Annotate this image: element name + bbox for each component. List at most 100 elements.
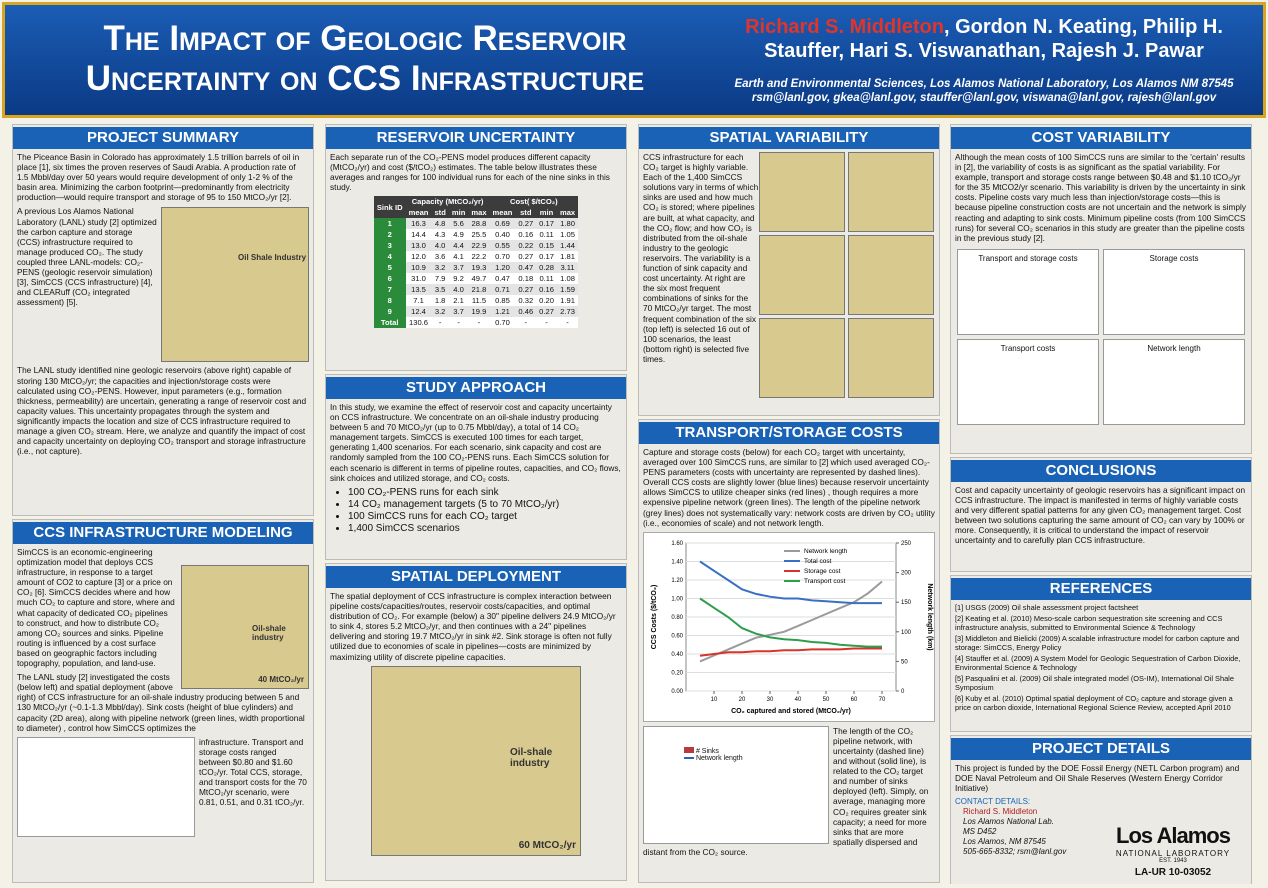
table-row: 5 10.9 3.2 3.7 19.3 1.20 0.47 0.28 3.11	[373, 262, 579, 274]
x-tick-label: 40	[795, 697, 802, 703]
section: PROJECT DETAILS This project is funded b…	[950, 735, 1252, 884]
x-axis-label: CO₂ captured and stored (MtCO₂/yr)	[731, 708, 851, 715]
table-cell: 0.46	[515, 306, 537, 318]
table-cell: Total	[373, 317, 406, 329]
header-cell: Sink ID	[373, 196, 406, 219]
table-cell: 1.44	[556, 240, 579, 252]
paragraph: Capture and storage costs (below) for ea…	[643, 447, 935, 528]
section-heading: PROJECT DETAILS	[951, 738, 1251, 760]
contact-line: MS D452	[963, 827, 997, 837]
bullet-list: 100 CO₂-PENS runs for each sink 14 CO₂ m…	[348, 487, 622, 535]
legend-label: Storage cost	[804, 568, 841, 575]
table-cell: 0.47	[515, 262, 537, 274]
section: CCS INFRASTRUCTURE MODELING Oil-shale in…	[12, 519, 314, 883]
y-tick-label: 0.00	[671, 689, 683, 695]
header-cell: min	[448, 207, 469, 219]
contact-line: Los Alamos, NM 87545	[963, 837, 1046, 847]
chart-thumbnail: # Sinks Network length	[643, 725, 829, 844]
table-cell: -	[556, 317, 579, 329]
table-cell: 1	[373, 218, 406, 230]
paragraph: infrastructure. Transport and storage co…	[199, 736, 307, 808]
table-cell: 0.27	[515, 284, 537, 296]
y-tick-label: 1.40	[671, 559, 683, 565]
map	[848, 318, 934, 398]
title-line: Uncertainty on CCS Infrastructure	[85, 59, 645, 98]
table-cell: 1.80	[556, 218, 579, 230]
authors: Richard S. Middleton, Gordon N. Keating,…	[710, 15, 1258, 63]
logo-name: Los Alamos	[1116, 823, 1231, 848]
table-cell: 8	[373, 295, 406, 307]
contact-name: Richard S. Middleton	[963, 807, 1038, 817]
title-line: The Impact of Geologic Reservoir	[103, 19, 627, 58]
table-cell: 0.15	[536, 240, 557, 252]
table-cell: 1.59	[556, 284, 579, 296]
map	[759, 318, 845, 398]
reference: [3] Middleton and Bielicki (2009) A scal…	[955, 634, 1240, 652]
chart-thumbnail: Network length	[1103, 338, 1245, 425]
table-cell: 4.0	[431, 240, 449, 252]
table-cell: 0.22	[515, 240, 537, 252]
y2-tick-label: 50	[901, 659, 908, 665]
table-cell: 5.6	[448, 218, 469, 230]
table-row: 7 13.5 3.5 4.0 21.8 0.71 0.27 0.16 1.59	[373, 284, 579, 296]
table-cell: 0.27	[515, 218, 537, 230]
section: PROJECT SUMMARY The Piceance Basin in Co…	[12, 124, 314, 516]
paragraph: In this study, we examine the effect of …	[330, 402, 621, 483]
cost-chart: 0.00 0.20 0.40 0.60 0.80 1.00 1.20 1.40 1.60 0 50 1…	[643, 531, 935, 722]
table-cell: 49.7	[468, 273, 490, 285]
table-cell: 6	[373, 273, 406, 285]
map	[759, 152, 845, 232]
header-cell: mean	[405, 207, 432, 219]
series-line	[699, 560, 882, 604]
panel-title: Transport and storage costs	[978, 253, 1078, 263]
table-row: 6 31.0 7.9 9.2 49.7 0.47 0.18 0.11 1.08	[373, 273, 579, 285]
affiliation-block: Earth and Environmental Sciences, Los Al…	[710, 77, 1258, 105]
section-heading: COST VARIABILITY	[951, 127, 1251, 149]
y-tick-label: 1.60	[671, 541, 683, 547]
map-label: 40 MtCO₂/yr	[258, 675, 304, 684]
table-cell: 1.81	[556, 251, 579, 263]
map	[848, 235, 934, 315]
y2-tick-label: 150	[901, 600, 912, 606]
table-cell: 0.20	[536, 295, 557, 307]
x-tick-label: 50	[823, 697, 830, 703]
logo: Los Alamos NATIONAL LABORATORY EST. 1943…	[1103, 823, 1243, 878]
bullet: 100 SimCCS runs for each CO₂ target	[348, 511, 622, 523]
paragraph: Although the mean costs of 100 SimCCS ru…	[955, 152, 1247, 243]
table-cell: 7.9	[431, 273, 449, 285]
map	[848, 152, 934, 232]
table-cell: 10.9	[405, 262, 432, 274]
legend-label: # Sinks	[695, 747, 719, 755]
section-heading: STUDY APPROACH	[326, 377, 626, 399]
map-grid	[759, 152, 935, 398]
x-tick-label: 70	[879, 697, 886, 703]
table-cell: 1.21	[489, 306, 516, 318]
table-cell: 4.1	[448, 251, 469, 263]
table-cell: 16.3	[405, 218, 432, 230]
table-row: 4 12.0 3.6 4.1 22.2 0.70 0.27 0.17 1.81	[373, 251, 579, 263]
paragraph: Cost and capacity uncertainty of geologi…	[955, 485, 1246, 546]
header-cell: Capacity (MtCO₂/yr)	[405, 196, 490, 208]
column: RESERVOIR UNCERTAINTY Each separate run …	[325, 124, 627, 884]
legend-label: Network length	[695, 754, 743, 762]
table-cell: 0.27	[536, 306, 557, 318]
header-cell: max	[468, 207, 490, 219]
table-cell: 2	[373, 229, 406, 241]
x-tick-label: 10	[711, 697, 718, 703]
paragraph: The Piceance Basin in Colorado has appro…	[17, 152, 300, 203]
header-cell: std	[515, 207, 537, 219]
table-cell: 3.11	[556, 262, 579, 274]
header-row: Sink ID Capacity (MtCO₂/yr) Cost( $/tCO₂)	[373, 196, 579, 219]
x-tick-label: 60	[851, 697, 858, 703]
table-cell: 0.70	[489, 251, 516, 263]
contact: CONTACT DETAILS: Richard S. Middleton Lo…	[955, 797, 1247, 857]
paragraph: Each separate run of the CO₂-PENS model …	[330, 152, 610, 193]
table-cell: 7	[373, 284, 406, 296]
section: SPATIAL DEPLOYMENT The spatial deploymen…	[325, 563, 627, 881]
table-cell: 0.11	[536, 273, 557, 285]
y2-tick-label: 0	[901, 689, 905, 695]
contact-line: 505-665-8332; rsm@lanl.gov	[963, 847, 1067, 857]
section: RESERVOIR UNCERTAINTY Each separate run …	[325, 124, 627, 371]
table-cell: 9.2	[448, 273, 469, 285]
table-cell: 4.4	[448, 240, 469, 252]
